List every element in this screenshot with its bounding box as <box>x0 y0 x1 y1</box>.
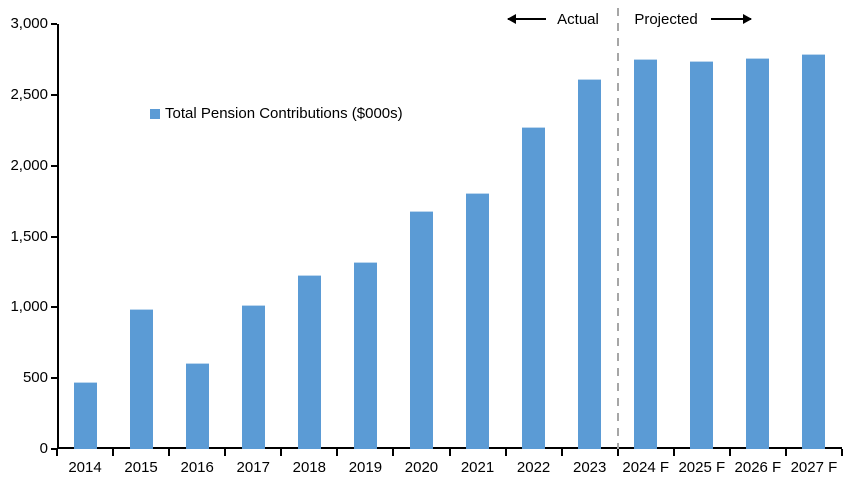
y-tick-label: 1,000 <box>10 298 48 316</box>
projected-label: Projected <box>634 11 698 28</box>
y-tick-label: 1,500 <box>10 227 48 245</box>
x-axis-tick <box>448 449 451 456</box>
x-axis-tick <box>224 449 227 456</box>
right-arrow-icon <box>711 14 752 24</box>
x-tick-label: 2016 <box>180 459 214 476</box>
x-axis-tick <box>672 449 675 456</box>
x-axis-tick <box>728 449 731 456</box>
y-axis-tick <box>51 448 57 450</box>
x-axis-tick <box>504 449 507 456</box>
x-tick-label: 2014 <box>68 459 102 476</box>
x-tick-label: 2023 <box>572 459 607 476</box>
actual-projected-divider <box>616 8 619 449</box>
x-axis-tick <box>112 449 115 456</box>
legend: Total Pension Contributions ($000s) <box>150 105 403 122</box>
bar-2020 <box>409 211 433 449</box>
bar-2015 <box>129 308 153 449</box>
x-tick-label: 2022 <box>516 459 551 476</box>
y-axis-tick <box>51 93 57 96</box>
x-tick-label: 2021 <box>460 459 495 476</box>
x-axis-tick <box>336 449 339 456</box>
plot-area <box>57 24 842 449</box>
x-tick-label: 2015 <box>124 459 158 476</box>
bar-2023 <box>578 79 602 449</box>
x-tick-label: 2024 F <box>622 459 670 476</box>
x-tick-label: 2017 <box>236 459 270 476</box>
x-axis-tick <box>392 449 395 456</box>
x-axis-tick <box>616 449 619 456</box>
x-tick-label: 2020 <box>404 459 439 476</box>
x-axis-tick <box>784 449 787 456</box>
bar-2022 <box>522 127 546 449</box>
bar-2025-f <box>690 60 714 449</box>
y-axis-tick <box>51 306 57 309</box>
bar-2024-f <box>634 59 658 449</box>
y-axis-tick <box>51 377 57 380</box>
y-tick-label: 0 <box>39 440 48 457</box>
y-tick-label: 2,500 <box>10 85 48 103</box>
legend-label: Total Pension Contributions ($000s) <box>165 105 403 122</box>
x-axis-tick <box>560 449 563 456</box>
legend-marker-icon <box>150 108 160 119</box>
bar-2016 <box>185 362 209 449</box>
bar-2017 <box>241 304 265 449</box>
bar-2019 <box>353 262 377 449</box>
left-arrow-icon <box>507 14 546 24</box>
x-tick-label: 2025 F <box>678 459 726 476</box>
y-tick-label: 2,000 <box>10 156 48 174</box>
x-tick-label: 2027 F <box>790 459 838 476</box>
x-axis-tick <box>56 449 58 456</box>
y-tick-label: 500 <box>22 369 48 387</box>
bar-2018 <box>297 274 321 449</box>
x-axis-tick <box>280 449 283 456</box>
bar-2014 <box>73 382 97 449</box>
x-axis-tick <box>168 449 171 456</box>
x-tick-label: 2019 <box>348 459 383 476</box>
x-axis-tick <box>841 449 843 456</box>
y-axis-tick <box>51 164 57 167</box>
actual-label: Actual <box>557 11 599 28</box>
y-axis-tick <box>51 235 57 238</box>
x-tick-label: 2018 <box>292 459 326 476</box>
y-axis-tick <box>51 23 57 25</box>
bar-2026-f <box>746 58 770 449</box>
x-tick-label: 2026 F <box>734 459 782 476</box>
bar-2021 <box>466 192 490 449</box>
y-tick-label: 3,000 <box>10 15 48 32</box>
bar-2027-f <box>802 53 826 449</box>
